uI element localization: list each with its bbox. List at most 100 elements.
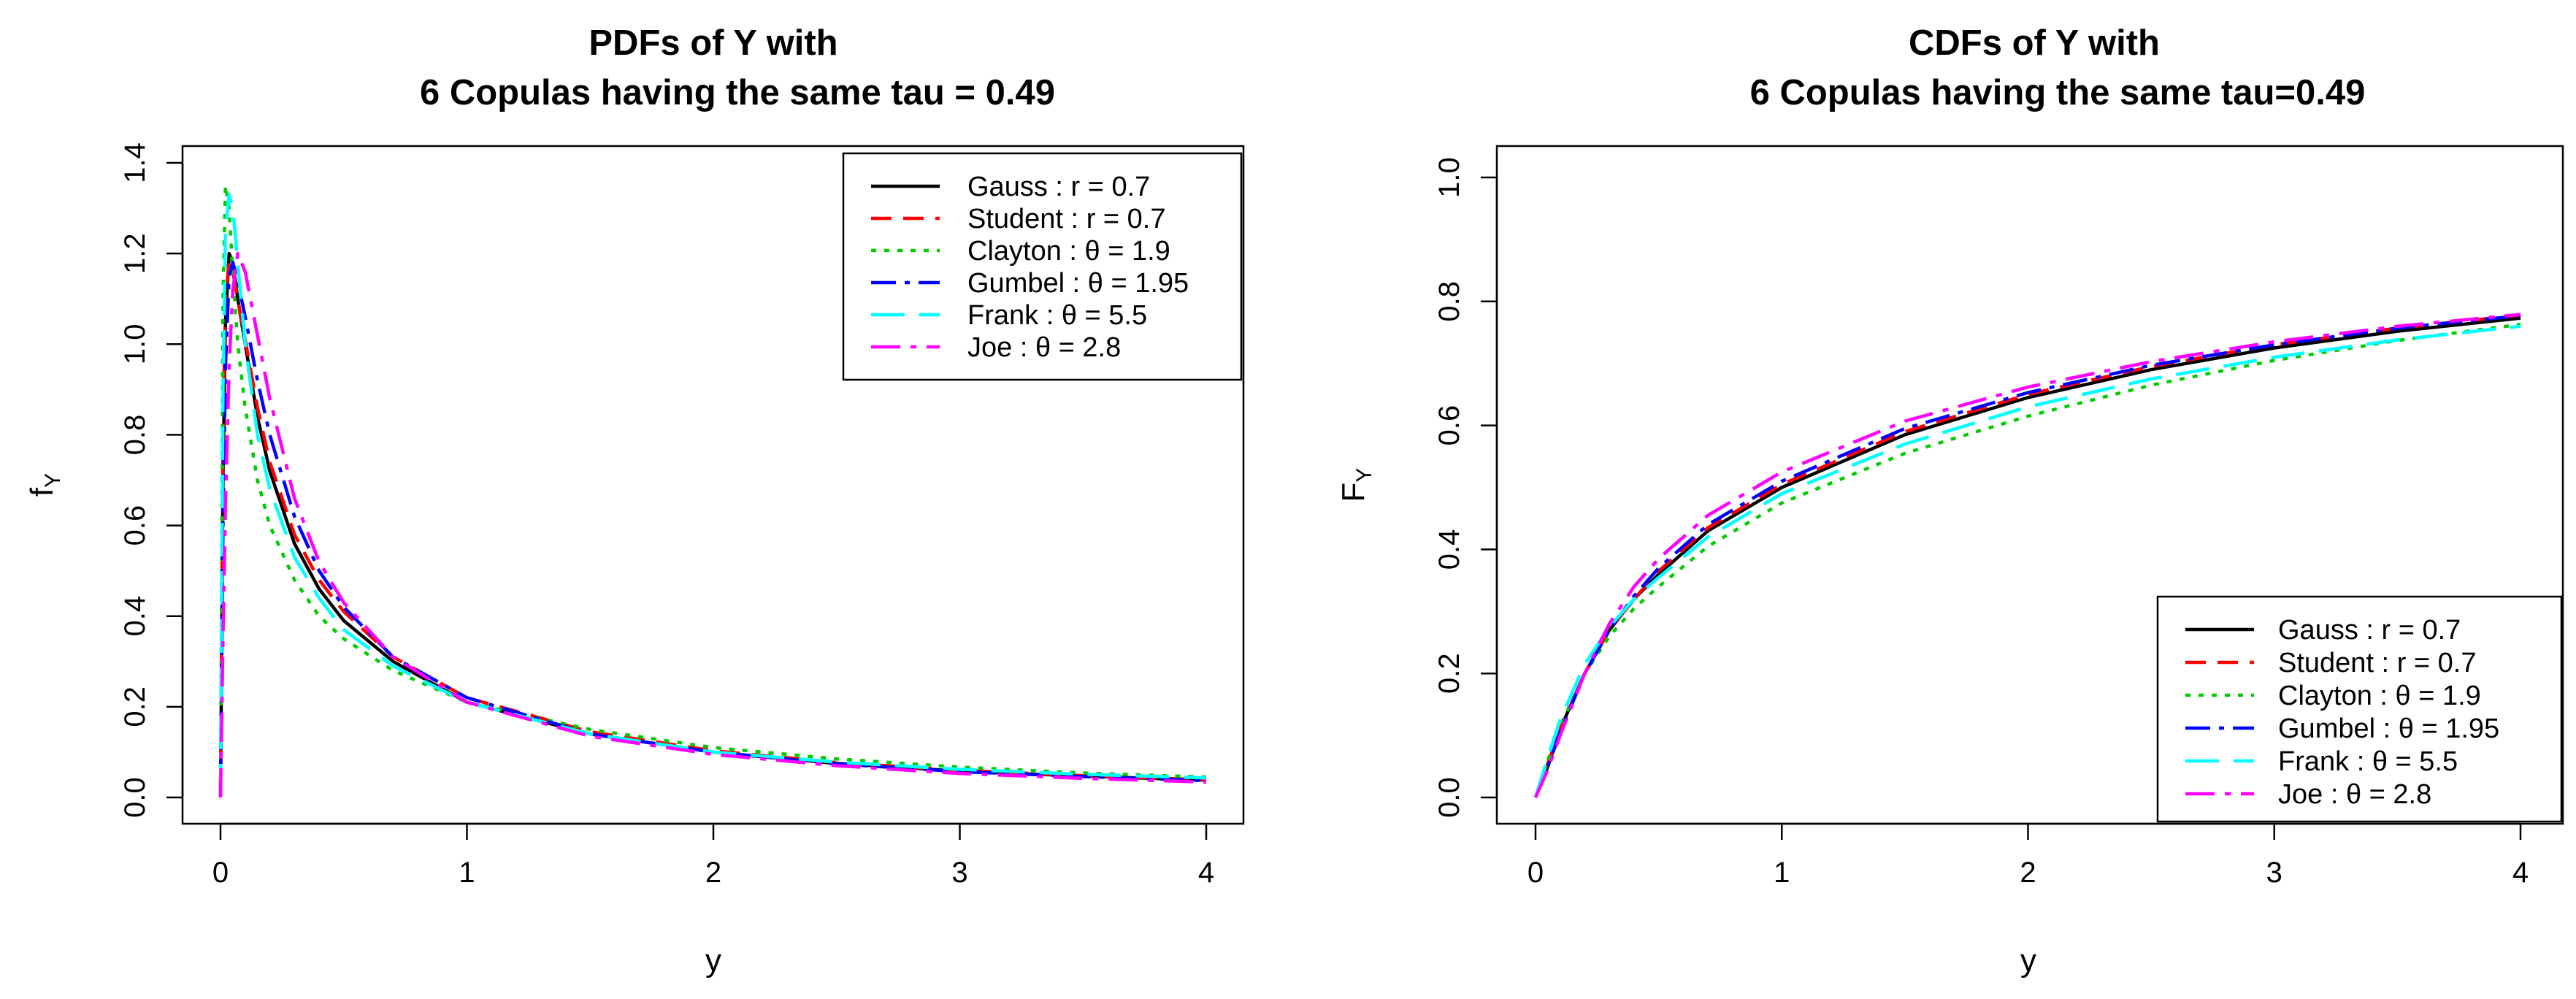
cdf-legend-label-gauss: Gauss : r = 0.7 [2278, 615, 2461, 646]
cdf-legend-colon: : [2372, 681, 2396, 711]
pdf-legend-param: θ = 1.9 [1085, 236, 1170, 267]
pdf-legend-param: θ = 5.5 [1062, 300, 1147, 331]
cdf-legend-colon: : [2323, 779, 2346, 810]
pdf-legend-colon: : [1062, 236, 1085, 267]
cdf-y-tick-label: 0.4 [1433, 529, 1465, 570]
cdf-legend-name: Student [2278, 648, 2374, 678]
pdf-legend-colon: : [1012, 332, 1035, 363]
pdf-legend-colon: : [1065, 268, 1088, 299]
cdf-legend-param: θ = 5.5 [2372, 746, 2458, 777]
cdf-x-axis: 0 1 2 3 4 [1527, 822, 2529, 889]
pdf-chart: PDFs of Y with 6 Copulas having the same… [24, 23, 1245, 979]
pdf-x-axis-label: y [705, 943, 721, 979]
cdf-chart: CDFs of Y with 6 Copulas having the same… [1335, 23, 2564, 979]
cdf-x-tick-label: 3 [2266, 857, 2282, 889]
cdf-y-axis-label: FY [1335, 468, 1376, 502]
cdf-chart-title-line2: 6 Copulas having the same tau=0.49 [1750, 73, 2366, 112]
pdf-legend-param: r = 0.7 [1071, 172, 1151, 202]
pdf-legend-label-frank: Frank : θ = 5.5 [967, 300, 1147, 331]
pdf-legend-label-gumbel: Gumbel : θ = 1.95 [967, 268, 1189, 299]
pdf-legend-name: Student [967, 204, 1063, 234]
pdf-y-tick-label: 0.6 [119, 505, 151, 546]
cdf-x-tick-label: 0 [1527, 857, 1544, 889]
pdf-legend-label-student: Student : r = 0.7 [967, 204, 1165, 234]
pdf-legend-label-clayton: Clayton : θ = 1.9 [967, 236, 1170, 267]
cdf-x-tick-label: 2 [2020, 857, 2036, 889]
cdf-legend-param: θ = 1.9 [2396, 681, 2481, 711]
cdf-legend-param: θ = 1.95 [2399, 713, 2499, 744]
cdf-series-line-joe [1533, 313, 2521, 798]
pdf-legend-colon: : [1048, 172, 1071, 202]
cdf-y-tick-label: 0.0 [1433, 777, 1465, 818]
cdf-y-tick-label: 0.8 [1433, 281, 1465, 322]
cdf-y-axis-label-sub: Y [1352, 468, 1376, 483]
cdf-legend-label-student: Student : r = 0.7 [2278, 648, 2476, 678]
cdf-y-axis: 0.0 0.2 0.4 0.6 0.8 1.0 [1433, 157, 1498, 818]
pdf-y-axis-label-main: f [24, 487, 60, 497]
cdf-legend-label-joe: Joe : θ = 2.8 [2278, 779, 2431, 810]
cdf-y-tick-label: 0.6 [1433, 405, 1465, 446]
pdf-x-tick-label: 0 [212, 857, 229, 889]
cdf-legend-name: Clayton [2278, 681, 2372, 711]
cdf-legend-colon: : [2349, 746, 2372, 777]
cdf-y-tick-label: 1.0 [1433, 157, 1465, 198]
pdf-legend-colon: : [1038, 300, 1062, 331]
pdf-y-tick-label: 1.4 [119, 142, 151, 183]
pdf-y-tick-label: 1.0 [119, 324, 151, 364]
cdf-series-line-clayton [1533, 322, 2521, 798]
pdf-legend-box [842, 152, 1243, 381]
cdf-legend-name: Frank [2278, 746, 2350, 777]
cdf-series-line-frank [1533, 324, 2521, 798]
pdf-legend-param: θ = 1.95 [1088, 268, 1189, 299]
pdf-legend-colon: : [1063, 204, 1086, 234]
pdf-x-axis: 0 1 2 3 4 [212, 822, 1214, 889]
cdf-legend-name: Gumbel [2278, 713, 2375, 744]
cdf-series-lines [1533, 313, 2521, 798]
pdf-x-tick-label: 4 [1198, 857, 1214, 889]
pdf-series-lines [218, 183, 1207, 798]
pdf-y-tick-label: 1.2 [119, 233, 151, 274]
pdf-x-tick-label: 2 [705, 857, 721, 889]
cdf-x-tick-label: 4 [2512, 857, 2529, 889]
cdf-legend-param: r = 0.7 [2382, 615, 2461, 646]
cdf-legend-param: r = 0.7 [2397, 648, 2477, 678]
cdf-legend-colon: : [2374, 648, 2397, 678]
pdf-y-axis-label: fY [24, 473, 65, 497]
cdf-series-line-student [1533, 313, 2521, 798]
pdf-series-line-frank [218, 193, 1207, 798]
pdf-y-axis-label-sub: Y [41, 473, 65, 488]
cdf-y-axis-label-main: F [1335, 483, 1371, 502]
pdf-x-tick-label: 1 [459, 857, 475, 889]
pdf-legend-label-gauss: Gauss : r = 0.7 [967, 172, 1150, 202]
pdf-y-axis: 0.0 0.2 0.4 0.6 0.8 1.0 1.2 1.4 [119, 142, 184, 818]
pdf-legend-param: θ = 2.8 [1035, 332, 1121, 363]
pdf-series-line-joe [218, 251, 1207, 798]
pdf-y-tick-label: 0.2 [119, 686, 151, 727]
cdf-legend-label-gumbel: Gumbel : θ = 1.95 [2278, 713, 2499, 744]
cdf-x-tick-label: 1 [1774, 857, 1790, 889]
pdf-chart-title-line1: PDFs of Y with [589, 23, 837, 63]
cdf-legend-label-frank: Frank : θ = 5.5 [2278, 746, 2458, 777]
cdf-legend-label-clayton: Clayton : θ = 1.9 [2278, 681, 2481, 711]
pdf-legend-name: Joe [967, 332, 1012, 363]
pdf-legend-name: Frank [967, 300, 1039, 331]
pdf-legend-label-joe: Joe : θ = 2.8 [967, 332, 1121, 363]
pdf-y-tick-label: 0.8 [119, 415, 151, 456]
pdf-x-tick-label: 3 [951, 857, 967, 889]
cdf-legend-colon: : [2358, 615, 2382, 646]
pdf-y-tick-label: 0.4 [119, 596, 151, 637]
pdf-chart-title-line2: 6 Copulas having the same tau = 0.49 [420, 73, 1055, 112]
cdf-x-axis-label: y [2020, 943, 2036, 979]
pdf-legend-name: Clayton [967, 236, 1062, 267]
cdf-chart-title-line1: CDFs of Y with [1909, 23, 2160, 63]
pdf-legend-name: Gumbel [967, 268, 1065, 299]
pdf-series-line-clayton [218, 183, 1207, 798]
pdf-legend-param: r = 0.7 [1086, 204, 1166, 234]
cdf-legend-name: Gauss [2278, 615, 2358, 646]
cdf-legend-param: θ = 2.8 [2346, 779, 2431, 810]
pdf-y-tick-label: 0.0 [119, 777, 151, 818]
cdf-legend-box [2156, 595, 2563, 823]
